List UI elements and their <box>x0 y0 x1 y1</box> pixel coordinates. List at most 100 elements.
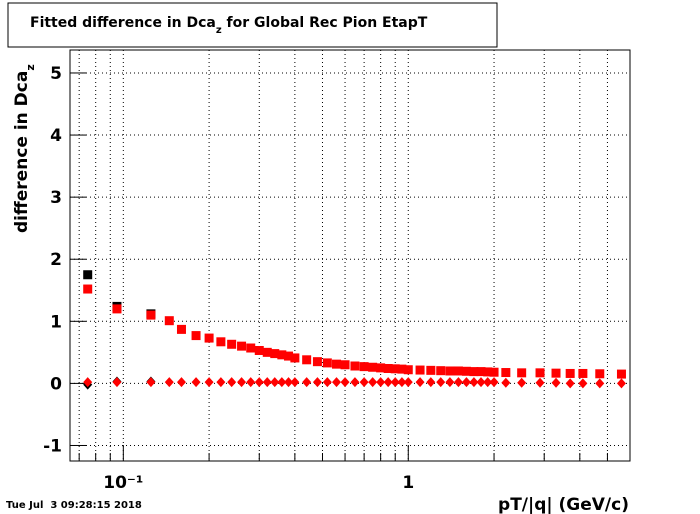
square-marker <box>112 304 122 314</box>
diamond-marker <box>312 377 322 388</box>
diamond-marker <box>340 377 350 388</box>
square-marker <box>164 316 174 326</box>
diamond-marker <box>483 377 493 388</box>
square-marker <box>216 337 226 347</box>
diamond-marker <box>237 377 247 388</box>
diamond-marker <box>332 377 342 388</box>
plot-frame <box>69 49 631 462</box>
square-marker <box>237 341 247 351</box>
diamond-marker <box>565 378 575 389</box>
square-marker <box>415 365 425 375</box>
square-marker <box>284 351 294 361</box>
diamond-marker <box>322 377 332 388</box>
diamond-marker <box>436 377 446 388</box>
square-marker <box>204 333 214 343</box>
square-marker <box>403 365 413 375</box>
title-box <box>7 2 498 48</box>
diamond-marker <box>350 377 360 388</box>
diamond-marker <box>551 377 561 388</box>
diamond-marker <box>83 377 93 388</box>
y-tick-label: 2 <box>50 250 62 270</box>
square-marker <box>83 284 93 294</box>
chart-title: Fitted difference in Dcaz for Global Rec… <box>30 15 428 36</box>
x-axis-label: pT/|q| (GeV/c) <box>498 495 629 514</box>
square-marker <box>262 347 272 357</box>
y-tick-label: 3 <box>50 188 62 208</box>
square-marker <box>191 331 201 341</box>
square-marker <box>246 343 256 353</box>
square-marker <box>390 364 400 374</box>
diamond-marker <box>376 377 386 388</box>
title-main: Fitted difference in Dca <box>30 15 216 31</box>
square-marker <box>489 367 499 377</box>
y-tick-label: 4 <box>50 126 62 146</box>
square-marker <box>483 367 493 377</box>
square-marker <box>146 310 156 320</box>
square-marker <box>535 368 545 378</box>
square-marker <box>469 367 479 377</box>
diamond-marker <box>517 377 527 388</box>
diamond-marker <box>578 378 588 389</box>
diamond-marker <box>216 377 226 388</box>
diamond-marker <box>616 378 626 389</box>
square-marker <box>254 345 264 355</box>
square-marker <box>83 270 93 280</box>
square-marker <box>368 362 378 372</box>
diamond-marker <box>254 377 264 388</box>
diamond-marker <box>397 377 407 388</box>
square-marker <box>445 366 455 376</box>
y-label-sub: z <box>24 64 37 70</box>
title-sub: z <box>216 25 222 36</box>
timestamp: Tue Jul 3 09:28:15 2018 <box>6 500 142 511</box>
square-marker <box>227 339 237 349</box>
square-marker <box>595 369 605 379</box>
title-tail: for Global Rec Pion EtapT <box>222 15 428 31</box>
x-tick-label: 1 <box>402 473 414 493</box>
diamond-marker <box>204 377 214 388</box>
square-marker <box>312 357 322 367</box>
y-axis-label: difference in Dcaz <box>12 64 37 233</box>
diamond-marker <box>368 377 378 388</box>
diamond-marker <box>164 377 174 388</box>
y-tick-label: 0 <box>50 374 62 394</box>
diamond-marker <box>270 377 280 388</box>
diamond-marker <box>176 377 186 388</box>
square-marker <box>383 363 393 373</box>
square-marker <box>277 350 287 360</box>
diamond-marker <box>227 377 237 388</box>
square-marker <box>517 368 527 378</box>
square-marker <box>565 368 575 378</box>
square-marker <box>376 363 386 373</box>
square-marker <box>332 359 342 369</box>
square-marker <box>426 365 436 375</box>
diamond-marker <box>284 377 294 388</box>
diamond-marker <box>445 377 455 388</box>
y-tick-label: -1 <box>43 436 62 456</box>
square-marker <box>461 366 471 376</box>
diamond-marker <box>461 377 471 388</box>
diamond-marker <box>390 377 400 388</box>
diamond-marker <box>403 377 413 388</box>
diamond-marker <box>277 377 287 388</box>
square-marker <box>322 358 332 368</box>
square-marker <box>501 368 511 378</box>
square-marker <box>350 361 360 371</box>
diamond-marker <box>262 377 272 388</box>
diamond-marker <box>426 377 436 388</box>
square-marker <box>616 369 626 379</box>
diamond-marker <box>476 377 486 388</box>
square-marker <box>302 355 312 365</box>
diamond-marker <box>191 377 201 388</box>
diamond-marker <box>302 377 312 388</box>
diamond-marker <box>290 377 300 388</box>
y-label-main: difference in Dca <box>12 71 32 233</box>
square-marker <box>290 353 300 363</box>
square-marker <box>578 368 588 378</box>
diamond-marker <box>246 377 256 388</box>
diamond-marker <box>453 377 463 388</box>
square-marker <box>436 366 446 376</box>
x-tick-label: 10⁻¹ <box>103 473 143 493</box>
diamond-marker <box>595 378 605 389</box>
